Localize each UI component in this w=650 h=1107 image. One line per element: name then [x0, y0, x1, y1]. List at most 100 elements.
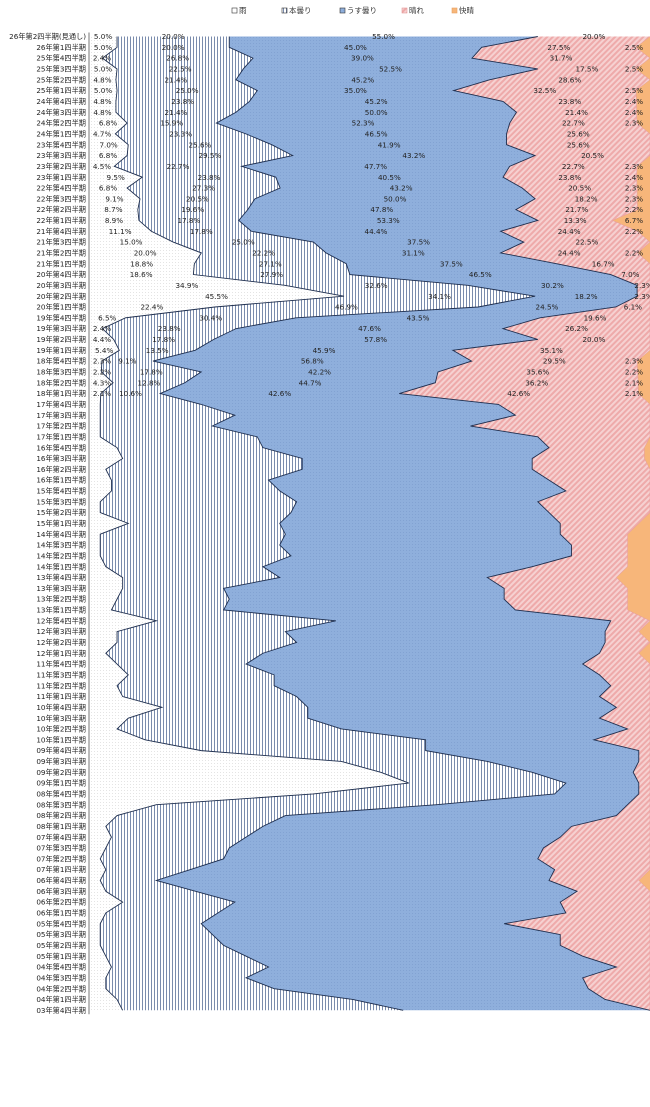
data-label-rain: 8.9% [105, 216, 123, 225]
data-label-rain: 5.0% [94, 43, 112, 52]
data-label-rain: 18.8% [130, 259, 153, 268]
category-label: 18年第1四半期 [36, 389, 86, 398]
data-label-heavy-cloud: 20.0% [162, 43, 185, 52]
data-label-heavy-cloud: 9.1% [118, 357, 136, 366]
data-label-sunny: 21.7% [565, 205, 588, 214]
area-rain [89, 36, 409, 1011]
data-label-heavy-cloud: 27.3% [192, 184, 215, 193]
data-label-light-cloud: 44.4% [365, 227, 388, 236]
data-label-sunny: 20.5% [568, 184, 591, 193]
data-label-heavy-cloud: 21.4% [165, 108, 188, 117]
data-label-sunny: 22.5% [575, 238, 598, 247]
data-label-light-cloud: 44.7% [299, 378, 322, 387]
category-label: 20年第2四半期 [36, 292, 86, 301]
category-label: 25年第2四半期 [36, 75, 86, 84]
data-label-light-cloud: 47.7% [364, 162, 387, 171]
data-label-clear: 2.4% [625, 97, 643, 106]
data-label-clear: 2.2% [625, 368, 643, 377]
data-label-light-cloud: 24.5% [536, 303, 559, 312]
data-label-sunny: 24.4% [558, 249, 581, 258]
data-label-rain: 9.1% [105, 194, 123, 203]
data-label-light-cloud: 46.5% [365, 129, 388, 138]
data-label-clear: 2.1% [625, 389, 643, 398]
category-label: 08年第1四半期 [36, 822, 86, 831]
category-label: 16年第2四半期 [36, 465, 86, 474]
category-label: 18年第2四半期 [36, 378, 86, 387]
data-label-light-cloud: 37.5% [440, 259, 463, 268]
data-label-rain: 4.8% [93, 97, 111, 106]
category-label: 10年第2四半期 [36, 725, 86, 734]
data-label-heavy-cloud: 20.5% [186, 194, 209, 203]
category-label: 26年第1四半期 [36, 43, 86, 52]
category-label: 10年第1四半期 [36, 735, 86, 744]
data-label-sunny: 20.0% [582, 32, 605, 41]
data-label-rain: 6.8% [99, 151, 117, 160]
category-label: 24年第3四半期 [36, 108, 86, 117]
data-label-light-cloud: 47.8% [370, 205, 393, 214]
data-label-clear: 2.5% [625, 43, 643, 52]
data-label-clear: 2.2% [625, 205, 643, 214]
category-label: 19年第2四半期 [36, 335, 86, 344]
category-label: 13年第1四半期 [36, 606, 86, 615]
data-label-sunny: 35.1% [540, 346, 563, 355]
category-label: 08年第2四半期 [36, 811, 86, 820]
category-label: 21年第2四半期 [36, 249, 86, 258]
category-label: 11年第2四半期 [36, 681, 86, 690]
data-label-light-cloud: 31.1% [402, 249, 425, 258]
category-label: 17年第3四半期 [36, 411, 86, 420]
data-label-rain: 15.0% [120, 238, 143, 247]
category-label: 12年第2四半期 [36, 638, 86, 647]
category-label: 21年第4四半期 [36, 227, 86, 236]
data-label-rain: 22.4% [140, 303, 163, 312]
legend-label-light-cloud: うす曇り [347, 6, 377, 15]
category-label: 23年第3四半期 [36, 151, 86, 160]
legend-label-heavy-cloud: 本曇り [289, 5, 312, 15]
data-label-heavy-cloud: 21.4% [165, 75, 188, 84]
category-label: 06年第3四半期 [36, 887, 86, 896]
category-label: 24年第2四半期 [36, 119, 86, 128]
legend-label-sunny: 晴れ [409, 5, 424, 15]
area-light-cloud [152, 36, 650, 1011]
category-label: 25年第1四半期 [36, 86, 86, 95]
category-label: 14年第3四半期 [36, 541, 86, 550]
boundary-line-light-cloud [399, 36, 650, 1011]
data-label-heavy-cloud: 12.8% [138, 378, 161, 387]
category-label: 04年第2四半期 [36, 984, 86, 993]
data-label-heavy-cloud: 15.9% [160, 119, 183, 128]
data-label-clear: 2.1% [625, 378, 643, 387]
category-label: 07年第1四半期 [36, 865, 86, 874]
category-label: 18年第4四半期 [36, 357, 86, 366]
data-label-heavy-cloud: 29.5% [198, 151, 221, 160]
data-label-rain: 2.3% [93, 357, 111, 366]
data-label-sunny: 2.3% [634, 281, 650, 290]
data-label-light-cloud: 43.2% [402, 151, 425, 160]
category-label: 12年第3四半期 [36, 627, 86, 636]
legend-swatch-light-cloud [339, 7, 346, 14]
category-label: 22年第1四半期 [36, 216, 86, 225]
category-label: 15年第4四半期 [36, 487, 86, 496]
data-label-rain: 34.9% [175, 281, 198, 290]
data-label-sunny: 16.7% [592, 259, 615, 268]
data-label-rain: 5.0% [94, 32, 112, 41]
category-label: 18年第3四半期 [36, 368, 86, 377]
category-label: 17年第4四半期 [36, 400, 86, 409]
data-label-rain: 5.4% [95, 346, 113, 355]
category-label: 20年第3四半期 [36, 281, 86, 290]
data-label-light-cloud: 50.0% [384, 194, 407, 203]
data-label-light-cloud: 45.2% [351, 75, 374, 84]
legend-swatch-clear [451, 7, 458, 14]
data-label-sunny: 28.6% [558, 75, 581, 84]
area-clear [612, 36, 650, 1011]
category-label: 24年第4四半期 [36, 97, 86, 106]
data-label-sunny: 31.7% [550, 54, 573, 63]
data-label-rain: 2.4% [93, 324, 111, 333]
category-label: 11年第3四半期 [36, 670, 86, 679]
category-label: 20年第4四半期 [36, 270, 86, 279]
data-label-light-cloud: 43.2% [390, 184, 413, 193]
category-label: 11年第4四半期 [36, 660, 86, 669]
data-label-rain: 2.1% [93, 389, 111, 398]
category-label: 05年第4四半期 [36, 919, 86, 928]
data-label-heavy-cloud: 32.6% [365, 281, 388, 290]
data-label-heavy-cloud: 23.8% [158, 324, 181, 333]
category-label: 22年第4四半期 [36, 184, 86, 193]
